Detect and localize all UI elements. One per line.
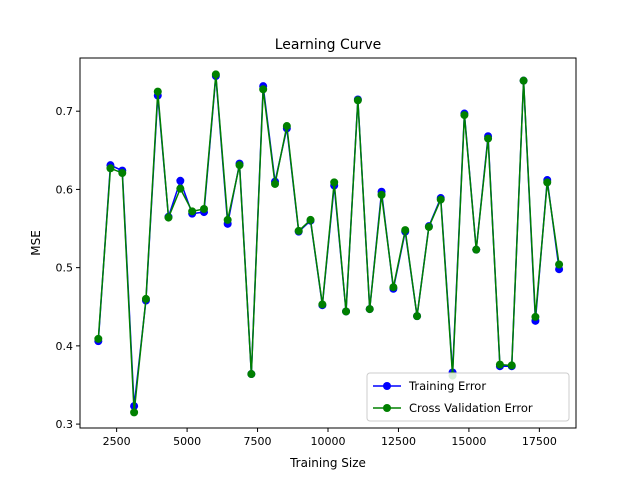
series-2-point: [460, 111, 469, 120]
series-2-point: [330, 178, 339, 187]
series-2-point: [247, 370, 256, 379]
series-2-point: [377, 190, 386, 199]
x-tick-label: 2500: [103, 435, 131, 448]
series-2-point: [401, 226, 410, 235]
chart-title: Learning Curve: [275, 37, 382, 53]
series-2-point: [531, 312, 540, 321]
series-2-point: [519, 76, 528, 85]
series-2-point: [223, 215, 232, 224]
series-2-point: [543, 178, 552, 187]
legend-label-1: Training Error: [408, 379, 486, 393]
x-tick-label: 5000: [173, 435, 201, 448]
x-tick-label: 7500: [244, 435, 272, 448]
y-tick-label: 0.4: [56, 340, 74, 353]
series-line-2: [97, 74, 560, 413]
series-2-point: [424, 222, 433, 231]
series-1-point: [176, 176, 185, 185]
series-2-point: [318, 300, 327, 309]
series-2-point: [141, 294, 150, 303]
series-2-point: [271, 179, 280, 188]
series-2-point: [495, 360, 504, 369]
series-2-point: [188, 207, 197, 216]
x-tick-label: 17500: [522, 435, 557, 448]
series-2-point: [294, 226, 303, 235]
series-2-point: [413, 312, 422, 321]
series-2-point: [164, 213, 173, 222]
series-2-point: [130, 408, 139, 417]
series-2-point: [259, 85, 268, 94]
y-tick-label: 0.6: [56, 183, 74, 196]
series-2-point: [365, 305, 374, 314]
series-2-point: [472, 245, 481, 254]
legend-label-2: Cross Validation Error: [409, 401, 533, 415]
legend-marker-2: [383, 404, 391, 412]
series-2-point: [200, 204, 208, 213]
x-axis-label: Training Size: [289, 456, 366, 470]
series-2-point: [555, 260, 564, 269]
series-2-point: [211, 70, 220, 79]
x-tick-label: 12500: [381, 435, 416, 448]
series-2-point: [484, 134, 493, 143]
series-2-point: [106, 164, 115, 173]
series-2-point: [342, 307, 351, 316]
y-axis-label: MSE: [29, 230, 43, 256]
y-tick-label: 0.7: [56, 105, 74, 118]
series-2-point: [507, 361, 516, 370]
series-2-point: [353, 96, 362, 105]
series-2-point: [176, 184, 185, 193]
y-tick-label: 0.5: [56, 262, 74, 275]
legend-box: [366, 372, 570, 422]
series-2-point: [153, 87, 162, 96]
legend-marker-1: [383, 382, 391, 390]
series-2-point: [389, 283, 398, 292]
series-2-point: [235, 161, 244, 170]
legend: Training Error Cross Validation Error: [366, 372, 570, 422]
x-tick-label: 15000: [451, 435, 486, 448]
series-2-point: [306, 215, 315, 224]
series-2-point: [94, 334, 103, 343]
series-2-point: [436, 195, 445, 204]
series-2-point: [118, 168, 127, 177]
x-tick-label: 10000: [311, 435, 346, 448]
y-tick-label: 0.3: [56, 418, 74, 431]
series-2-point: [282, 122, 291, 131]
